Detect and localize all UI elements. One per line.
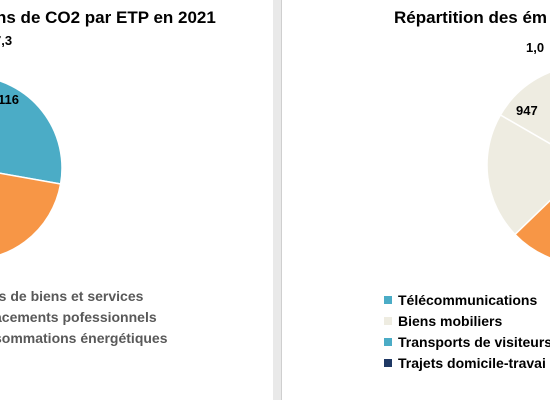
pie-slice (486, 113, 550, 236)
left-legend-item-deplacements: acements pofessionnels (0, 309, 157, 325)
pie-data-label: 1,0 (526, 40, 544, 55)
pie-slice (0, 172, 62, 256)
left-legend-label: acements pofessionnels (0, 309, 157, 325)
left-pie-chart: 7,3 116 (0, 33, 63, 256)
left-chart-panel: ns de CO2 par ETP en 2021 7,3 116 ts de b… (0, 0, 273, 400)
pie-data-label: 116 (0, 92, 19, 107)
right-legend-item-transports-visiteurs: Transports de visiteurs (384, 334, 550, 350)
right-legend-item-trajets-domicile: Trajets domicile-travai (384, 355, 546, 371)
left-legend-label: ts de biens et services (0, 288, 144, 304)
right-legend-label: Télécommunications (398, 292, 538, 308)
right-chart-title: Répartition des ém (394, 8, 548, 27)
pie-slice (514, 199, 550, 259)
right-chart-panel: Répartition des ém 1,0 947 Télécommunicat… (281, 0, 550, 400)
left-chart-title: ns de CO2 par ETP en 2021 (0, 8, 216, 27)
legend-swatch-icon (384, 317, 392, 325)
right-legend-label: Biens mobiliers (398, 313, 503, 329)
legend-swatch-icon (384, 296, 392, 304)
right-legend-item-telecommunications: Télécommunications (384, 292, 537, 308)
pie-data-label: 947 (516, 103, 538, 118)
legend-swatch-icon (384, 338, 392, 346)
left-legend-item-consommations: sommations énergétiques (0, 330, 168, 346)
right-legend-label: Trajets domicile-travai (398, 355, 546, 371)
right-legend-item-biens-mobiliers: Biens mobiliers (384, 313, 502, 329)
pie-slice (499, 71, 550, 145)
pie-data-label: 7,3 (0, 33, 12, 48)
pie-slice (0, 80, 63, 185)
right-pie-chart: 1,0 947 (486, 40, 550, 259)
right-legend-label: Transports de visiteurs (398, 334, 550, 350)
left-legend-item-biens-services: ts de biens et services (0, 288, 143, 304)
left-legend-label: sommations énergétiques (0, 330, 168, 346)
legend-swatch-icon (384, 359, 392, 367)
